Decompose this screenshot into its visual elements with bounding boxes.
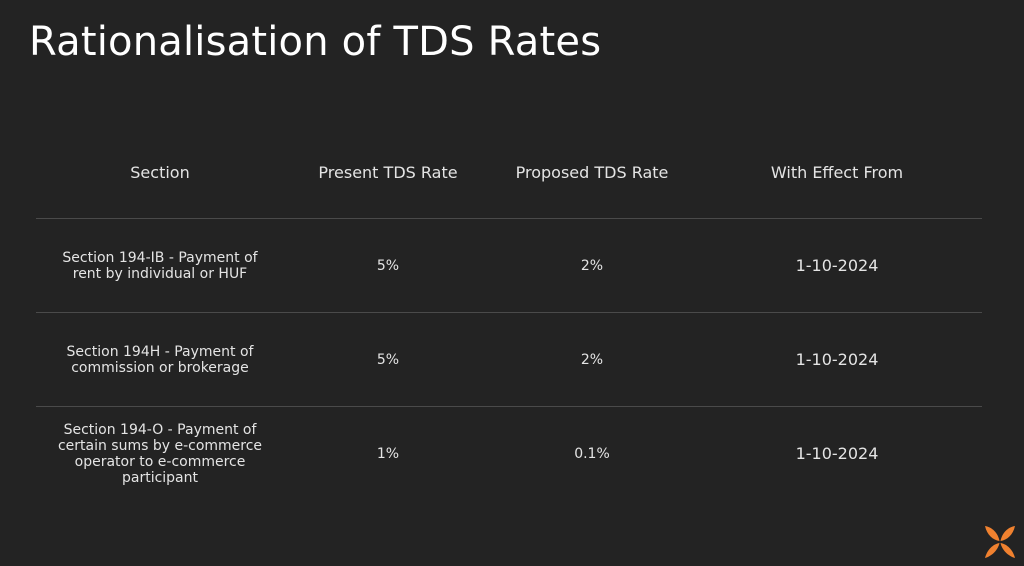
section-cell: Section 194-IB - Payment of rent by indi…	[36, 218, 284, 313]
table-header-row: Section Present TDS Rate Proposed TDS Ra…	[36, 126, 982, 219]
table-row: Section 194H - Payment of commission or …	[36, 312, 982, 407]
page-title: Rationalisation of TDS Rates	[29, 19, 602, 65]
section-text: Section 194H - Payment of commission or …	[66, 343, 254, 376]
section-text: Section 194-IB - Payment of rent by indi…	[62, 249, 258, 282]
butterfly-logo-icon	[985, 526, 1015, 558]
section-text: Section 194-O - Payment of certain sums …	[57, 421, 263, 486]
effective-from-cell: 1-10-2024	[692, 218, 982, 313]
column-header-section: Section	[36, 126, 284, 219]
tds-rates-table: Section Present TDS Rate Proposed TDS Ra…	[36, 126, 982, 500]
present-rate-cell: 1%	[376, 445, 400, 462]
column-header-effective-from: With Effect From	[692, 126, 982, 219]
present-rate-cell: 5%	[284, 218, 492, 313]
table-row: Section 194-O - Payment of certain sums …	[36, 407, 982, 501]
effective-from-cell: 1-10-2024	[795, 443, 879, 463]
present-rate-cell: 5%	[284, 312, 492, 407]
table-row: Section 194-IB - Payment of rent by indi…	[36, 218, 982, 313]
proposed-rate-cell: 2%	[492, 218, 692, 313]
column-header-proposed-rate: Proposed TDS Rate	[492, 126, 692, 219]
column-header-present-rate: Present TDS Rate	[284, 126, 492, 219]
section-cell: Section 194H - Payment of commission or …	[36, 312, 284, 407]
effective-from-cell: 1-10-2024	[692, 312, 982, 407]
proposed-rate-cell: 2%	[492, 312, 692, 407]
section-cell: Section 194-O - Payment of certain sums …	[36, 407, 284, 501]
proposed-rate-cell: 0.1%	[574, 445, 610, 462]
